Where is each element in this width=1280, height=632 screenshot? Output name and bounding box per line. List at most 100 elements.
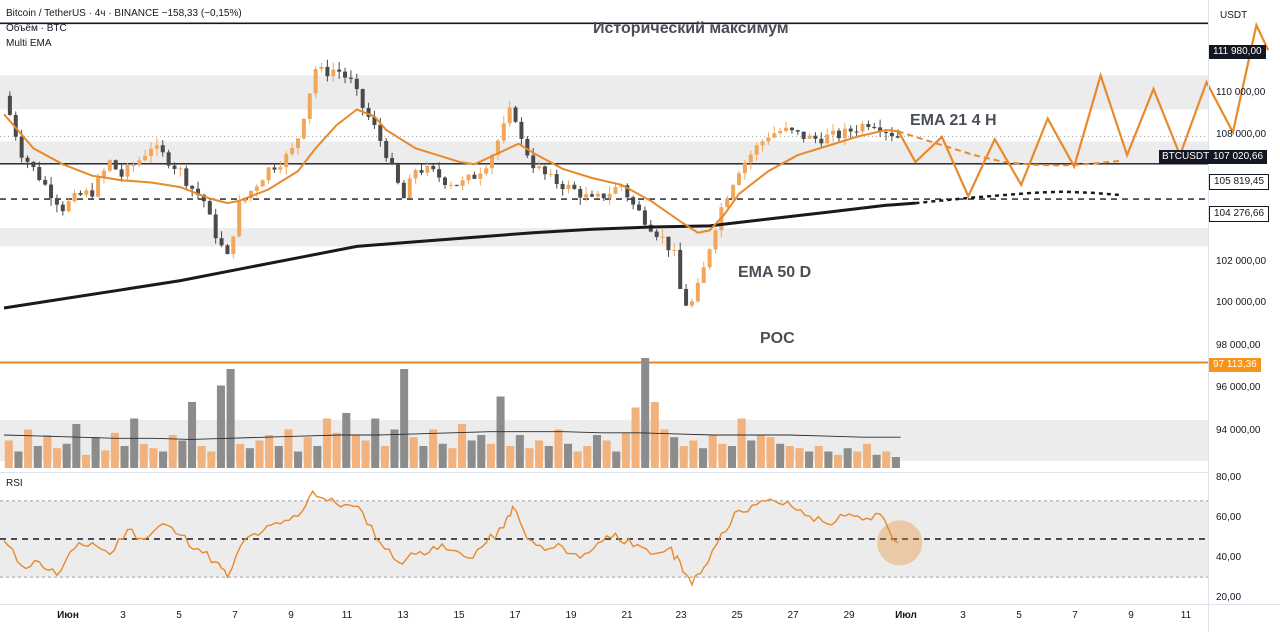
candle-body [413,170,418,179]
price-tag-ath: 111 980,00 [1209,45,1266,59]
x-tick-label: 25 [731,610,743,621]
candle-body [654,231,659,237]
candle-body [137,160,142,166]
volume-bar [785,446,794,468]
volume-bar [834,454,843,468]
volume-bar [727,446,736,468]
candle-body [72,192,77,202]
candle-body [419,170,424,173]
volume-ma-line [3,431,901,440]
candle-body [554,174,559,184]
candle-body [619,185,624,188]
y-tick-label: 100 000,00 [1216,297,1267,308]
candle-body [119,169,124,177]
volume-bar [313,446,322,468]
candle-body [842,128,847,139]
volume-bar [592,435,601,468]
candle-body [795,130,800,132]
candle-body [813,135,818,139]
candle-body [243,198,248,202]
candle-body [625,185,630,198]
ema50-d-projection [915,190,1122,205]
volume-bar [660,429,669,468]
candle-body [49,184,54,199]
volume-bar [120,446,129,468]
candle-body [437,169,442,178]
y-tick-label: 102 000,00 [1216,256,1267,267]
candle-body [201,194,206,202]
candle-body [766,137,771,142]
volume-bar [101,450,110,468]
candle-body [219,238,224,246]
volume-bar [776,443,785,468]
rsi-tick-label: 20,00 [1216,592,1242,603]
candle-body [31,161,36,168]
candle-body [231,236,236,255]
volume-bar [149,448,158,468]
volume-bar [72,424,81,468]
volume-bar [380,446,389,468]
symbol-tag: BTCUSDT [1159,150,1213,164]
x-tick-label: 7 [1072,610,1078,621]
candle-body [348,77,353,79]
volume-bar [390,429,399,468]
volume-bar [448,448,457,468]
candle-body [637,204,642,211]
volume-legend[interactable]: Объём · BTC [6,23,67,34]
candle-body [84,190,89,195]
volume-bar [284,429,293,468]
volume-bar [294,451,303,468]
rsi-legend[interactable]: RSI [6,478,23,489]
candle-body [825,134,830,144]
candle-body [778,131,783,134]
volume-bar [467,440,476,468]
candle-body [196,188,201,195]
volume-bar [81,454,90,468]
volume-bar [554,429,563,468]
volume-bar [429,429,438,468]
lines-layer [3,21,1270,310]
annotation-ema50: EMA 50 D [738,264,812,281]
candle-body [278,167,283,170]
candle-body [90,190,95,197]
candle-body [560,183,565,190]
candle-body [337,69,342,72]
candle-body [472,174,477,179]
candle-body [301,118,306,139]
volume-bar [612,451,621,468]
candle-body [60,204,65,212]
volume-bar [843,448,852,468]
candle-body [707,249,712,268]
rsi-tick-label: 40,00 [1216,552,1242,563]
y-tick-label: 96 000,00 [1216,382,1261,393]
ema-legend[interactable]: Multi EMA [6,38,52,49]
volume-bar [641,358,650,468]
candle-body [725,198,730,208]
volume-bar [814,446,823,468]
currency-label[interactable]: USDT [1220,10,1248,21]
volume-bar [506,446,515,468]
volume-bar [255,440,264,468]
candle-body [507,107,512,124]
candle-body [66,201,71,212]
candle-body [143,155,148,161]
volume-bar [862,443,871,468]
volume-bar [62,443,71,468]
volume-bar [438,443,447,468]
volume-bar [621,432,630,468]
candle-body [731,185,736,199]
candle-body [166,152,171,166]
volume-bar [14,451,23,468]
volume-bar [265,435,274,468]
price-tag-current: 107 020,66 [1209,150,1268,164]
y-tick-label: 98 000,00 [1216,340,1261,351]
candle-body [407,178,412,199]
annotation-ema21: EMA 21 4 H [910,112,997,129]
candle-body [7,95,12,115]
candle-body [525,138,530,156]
symbol-legend[interactable]: Bitcoin / TetherUS · 4ч · BINANCE −158,3… [6,8,242,19]
volume-bar [342,413,351,468]
volume-bar [4,440,13,468]
volume-bar [457,424,467,468]
volume-bar [853,451,862,468]
